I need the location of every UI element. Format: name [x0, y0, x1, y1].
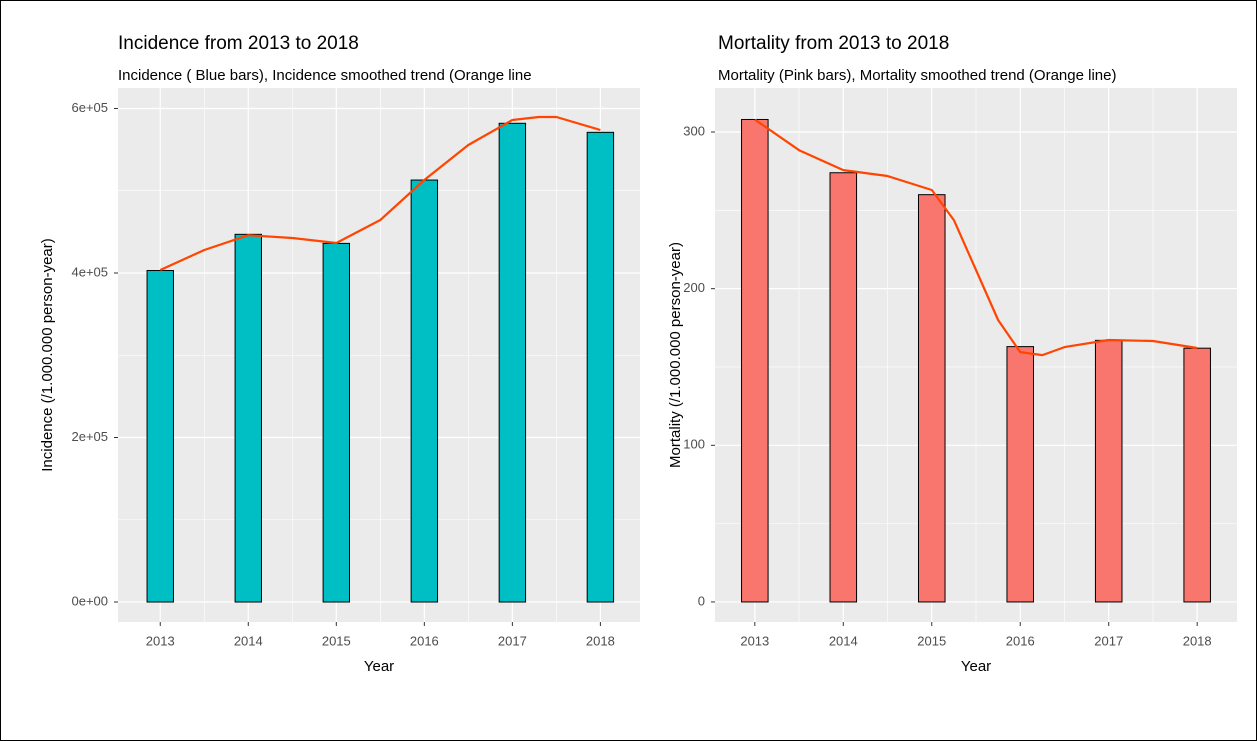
bar	[322, 242, 351, 603]
chart-title: Incidence from 2013 to 2018	[118, 33, 359, 54]
x-tick-label: 2016	[1006, 633, 1035, 648]
x-tick-label: 2015	[322, 633, 351, 648]
bar	[1094, 339, 1123, 603]
x-axis-title: Year	[364, 658, 394, 675]
y-tick-label: 0e+00	[71, 593, 108, 608]
y-axis-title: Incidence (/1.000.000 person-year)	[39, 238, 56, 471]
trend-line	[159, 115, 601, 272]
bar	[146, 270, 174, 603]
x-tick-label: 2017	[498, 633, 527, 648]
x-tick-label: 2016	[410, 633, 439, 648]
x-tick-label: 2018	[586, 633, 615, 648]
bar	[741, 118, 769, 603]
bar	[829, 172, 858, 603]
x-tick-label: 2014	[829, 633, 858, 648]
trend-line	[754, 118, 1198, 357]
y-tick-label: 0	[698, 593, 705, 608]
y-tick-label: 300	[683, 123, 705, 138]
bar	[1006, 346, 1035, 603]
chart-title: Mortality from 2013 to 2018	[718, 33, 949, 54]
x-tick-label: 2015	[917, 633, 946, 648]
bar	[234, 233, 262, 603]
bar	[410, 179, 439, 603]
x-axis-title: Year	[961, 658, 991, 675]
bar	[498, 122, 527, 603]
y-tick-label: 100	[683, 437, 705, 452]
y-tick-label: 200	[683, 280, 705, 295]
chart-subtitle: Incidence ( Blue bars), Incidence smooth…	[118, 67, 532, 84]
y-axis-title: Mortality (/1.000.000 person-year)	[667, 242, 684, 468]
bar	[1183, 347, 1211, 603]
y-tick-label: 4e+05	[71, 264, 108, 279]
x-tick-label: 2014	[234, 633, 263, 648]
x-tick-label: 2017	[1094, 633, 1123, 648]
x-tick-label: 2013	[740, 633, 769, 648]
x-tick-label: 2018	[1183, 633, 1212, 648]
bar	[586, 131, 615, 603]
y-tick-label: 6e+05	[71, 100, 108, 115]
chart-subtitle: Mortality (Pink bars), Mortality smoothe…	[718, 67, 1116, 84]
x-tick-label: 2013	[146, 633, 175, 648]
bar	[917, 194, 946, 603]
y-tick-label: 2e+05	[71, 429, 108, 444]
